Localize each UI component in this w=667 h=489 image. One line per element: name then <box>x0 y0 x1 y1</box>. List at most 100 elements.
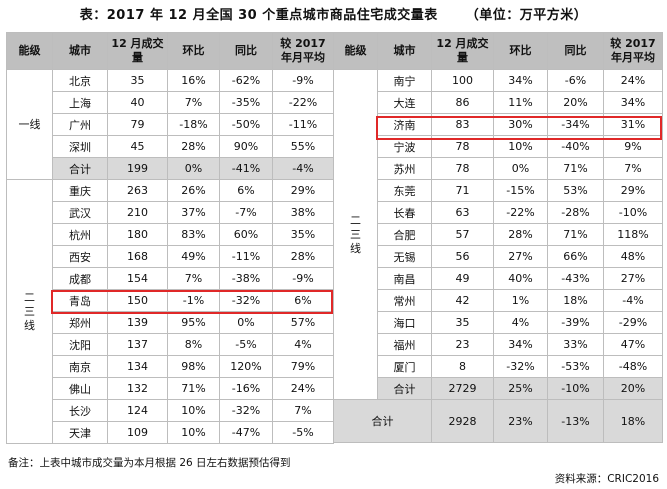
city-cell: 南昌 <box>377 267 432 290</box>
yoy-cell: 120% <box>219 355 273 378</box>
mom-cell: -32% <box>493 355 548 378</box>
volume-cell: 199 <box>107 157 168 180</box>
city-cell: 成都 <box>52 267 108 290</box>
yoy-cell: -39% <box>547 311 604 334</box>
volume-cell: 210 <box>107 201 168 224</box>
yoy-cell: 71% <box>547 157 604 180</box>
table-row: 无锡 56 27% 66% 48% <box>334 245 663 268</box>
yoy-cell: -7% <box>219 201 273 224</box>
volume-cell: 134 <box>107 355 168 378</box>
table-row: 南京 134 98% 120% 79% <box>7 355 334 378</box>
yoy-cell: -35% <box>219 91 273 114</box>
mom-cell: 16% <box>167 69 220 92</box>
table-row: 苏州 78 0% 71% 7% <box>334 157 663 180</box>
volume-cell: 35 <box>431 311 494 334</box>
tier23-total-row: 合计 2729 25% -10% 20% <box>334 377 663 400</box>
vs2017-cell: 28% <box>272 245 334 268</box>
volume-cell: 2928 <box>431 399 494 443</box>
mom-cell: 23% <box>493 399 548 443</box>
table-row: 武汉 210 37% -7% 38% <box>7 201 334 224</box>
vs2017-cell: -48% <box>603 355 663 378</box>
yoy-cell: -47% <box>219 421 273 444</box>
yoy-cell: -28% <box>547 201 604 224</box>
volume-cell: 132 <box>107 377 168 400</box>
left-header-row: 能级 城市 12 月成交量 环比 同比 较 2017 年月平均 <box>6 32 334 70</box>
volume-cell: 57 <box>431 223 494 246</box>
volume-cell: 8 <box>431 355 494 378</box>
table-row: 东莞 71 -15% 53% 29% <box>334 179 663 202</box>
volume-cell: 168 <box>107 245 168 268</box>
vs2017-cell: -5% <box>272 421 334 444</box>
grand-total-row: 合计 2928 23% -13% 18% <box>333 399 663 443</box>
city-cell: 南京 <box>52 355 108 378</box>
city-cell: 海口 <box>377 311 432 334</box>
vs2017-cell: 24% <box>603 69 663 92</box>
mom-cell: 11% <box>493 91 548 114</box>
vs2017-cell: 7% <box>272 399 334 422</box>
vs2017-cell: 118% <box>603 223 663 246</box>
city-cell: 佛山 <box>52 377 108 400</box>
volume-cell: 139 <box>107 311 168 334</box>
city-cell: 深圳 <box>52 135 108 158</box>
volume-cell: 86 <box>431 91 494 114</box>
table-row: 佛山 132 71% -16% 24% <box>7 377 334 400</box>
yoy-cell: -6% <box>547 69 604 92</box>
yoy-cell: -38% <box>219 267 273 290</box>
mom-cell: 8% <box>167 333 220 356</box>
mom-cell: 34% <box>493 333 548 356</box>
volume-cell: 2729 <box>431 377 494 400</box>
city-cell: 合计 <box>52 157 108 180</box>
mom-cell: 26% <box>167 179 220 202</box>
vs2017-cell: 18% <box>603 399 663 443</box>
volume-cell: 35 <box>107 69 168 92</box>
highlight-jinan <box>376 116 662 140</box>
mom-cell: -22% <box>493 201 548 224</box>
vs2017-cell: -4% <box>272 157 334 180</box>
city-cell: 长春 <box>377 201 432 224</box>
vs2017-cell: 34% <box>603 91 663 114</box>
yoy-cell: 20% <box>547 91 604 114</box>
table-row: 厦门 8 -32% -53% -48% <box>334 355 663 378</box>
tier23-label: 二三线 <box>333 69 378 400</box>
mom-cell: 0% <box>167 157 220 180</box>
volume-cell: 40 <box>107 91 168 114</box>
mom-cell: 37% <box>167 201 220 224</box>
vs2017-cell: 24% <box>272 377 334 400</box>
volume-cell: 71 <box>431 179 494 202</box>
table-row: 合肥 57 28% 71% 118% <box>334 223 663 246</box>
tier1-label: 一线 <box>6 69 53 180</box>
mom-cell: 27% <box>493 245 548 268</box>
yoy-cell: 0% <box>219 311 273 334</box>
mom-cell: 83% <box>167 223 220 246</box>
volume-cell: 109 <box>107 421 168 444</box>
yoy-cell: 60% <box>219 223 273 246</box>
left-table: 能级 城市 12 月成交量 环比 同比 较 2017 年月平均 一线 北京 35 16… <box>6 32 334 444</box>
volume-cell: 56 <box>431 245 494 268</box>
header-volume: 12 月成交量 <box>107 32 168 70</box>
volume-cell: 78 <box>431 157 494 180</box>
table-row: 二三线 南宁 100 34% -6% 24% <box>333 69 663 400</box>
volume-cell: 63 <box>431 201 494 224</box>
mom-cell: -15% <box>493 179 548 202</box>
mom-cell: 95% <box>167 311 220 334</box>
mom-cell: 28% <box>493 223 548 246</box>
yoy-cell: 53% <box>547 179 604 202</box>
table-row: 宁波 78 10% -40% 9% <box>334 135 663 158</box>
mom-cell: 7% <box>167 267 220 290</box>
yoy-cell: 90% <box>219 135 273 158</box>
yoy-cell: -11% <box>219 245 273 268</box>
mom-cell: 10% <box>167 421 220 444</box>
vs2017-cell: 27% <box>603 267 663 290</box>
header-mom: 环比 <box>493 32 548 70</box>
vs2017-cell: -29% <box>603 311 663 334</box>
header-volume: 12 月成交量 <box>431 32 494 70</box>
city-cell: 苏州 <box>377 157 432 180</box>
highlight-qingdao <box>51 290 333 314</box>
header-city: 城市 <box>377 32 432 70</box>
vs2017-cell: 35% <box>272 223 334 246</box>
header-yoy: 同比 <box>547 32 604 70</box>
yoy-cell: -50% <box>219 113 273 136</box>
table-row: 广州 79 -18% -50% -11% <box>7 113 334 136</box>
city-cell: 武汉 <box>52 201 108 224</box>
vs2017-cell: -9% <box>272 69 334 92</box>
